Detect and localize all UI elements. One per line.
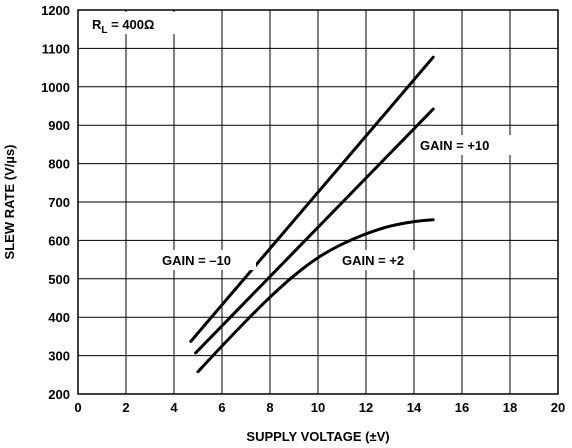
y-tick-label-10: 1200 xyxy=(41,3,70,18)
x-tick-label-5: 10 xyxy=(311,400,325,415)
x-tick-label-1: 2 xyxy=(122,400,129,415)
y-tick-label-5: 700 xyxy=(48,195,70,210)
series-line-gain-plus10 xyxy=(194,107,435,355)
x-tick-label-3: 6 xyxy=(218,400,225,415)
y-tick-label-3: 500 xyxy=(48,272,70,287)
y-tick-label-7: 900 xyxy=(48,118,70,133)
series-label-bg-gain-plus2 xyxy=(336,250,426,270)
x-tick-label-2: 4 xyxy=(170,400,178,415)
curves xyxy=(189,55,435,374)
y-tick-label-8: 1000 xyxy=(41,80,70,95)
y-tick-label-6: 800 xyxy=(48,157,70,172)
y-tick-label-2: 400 xyxy=(48,310,70,325)
y-tick-label-4: 600 xyxy=(48,233,70,248)
series-label-bg-gain-plus10 xyxy=(415,135,515,155)
x-tick-label-6: 12 xyxy=(359,400,373,415)
x-axis-label: SUPPLY VOLTAGE (±V) xyxy=(246,429,389,444)
x-tick-label-0: 0 xyxy=(74,400,81,415)
series-line-gain-plus2 xyxy=(196,218,435,374)
y-tick-label-9: 1100 xyxy=(42,41,70,56)
series-label-gain-plus2: GAIN = +2 xyxy=(342,253,404,268)
x-tick-label-8: 16 xyxy=(455,400,469,415)
series-label-gain-plus10: GAIN = +10 xyxy=(420,138,489,153)
x-tick-label-4: 8 xyxy=(266,400,273,415)
y-tick-label-0: 200 xyxy=(48,387,70,402)
y-axis-label: SLEW RATE (V/µs) xyxy=(2,145,17,260)
condition-label: RL = 400Ω xyxy=(92,17,154,36)
series-label-gain-minus10: GAIN = –10 xyxy=(162,253,231,268)
x-tick-label-10: 20 xyxy=(551,400,565,415)
grid xyxy=(78,10,558,394)
series-label-bg-gain-minus10 xyxy=(156,250,256,270)
series-line-gain-minus10 xyxy=(189,55,435,343)
condition-label-bg xyxy=(86,12,182,34)
x-tick-label-9: 18 xyxy=(503,400,517,415)
x-tick-label-7: 14 xyxy=(407,400,422,415)
y-tick-labels: 200 300 400 500 600 700 800 900 1000 1100 1200 xyxy=(41,3,70,402)
x-tick-labels: 0 2 4 6 8 10 12 14 16 18 20 xyxy=(74,400,565,415)
plot-frame xyxy=(77,9,559,395)
y-tick-label-1: 300 xyxy=(48,349,70,364)
